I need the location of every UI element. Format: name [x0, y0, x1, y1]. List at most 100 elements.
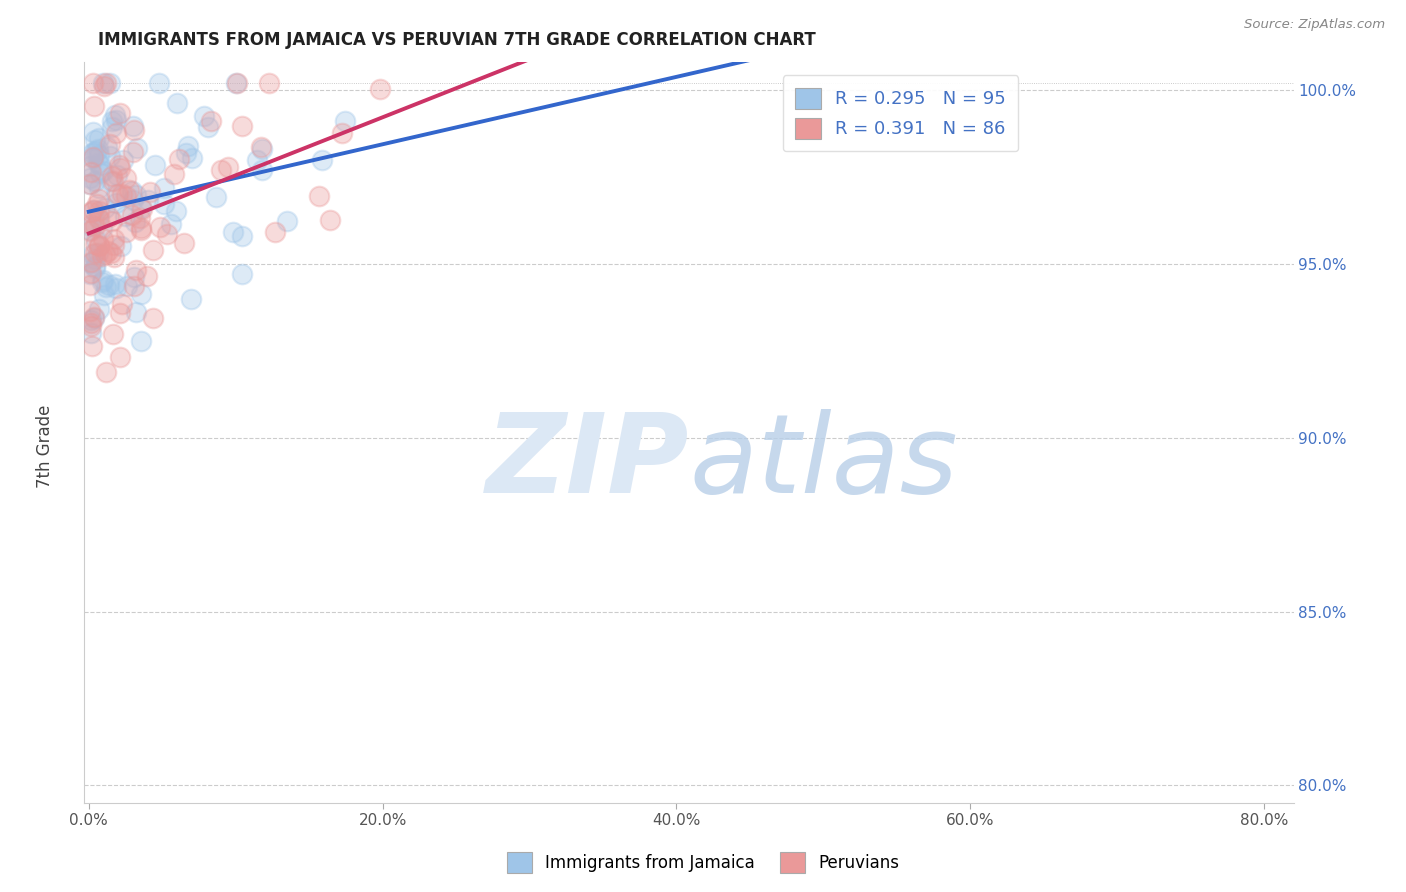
Point	[79, 277, 101, 292]
Point	[89, 131, 111, 145]
Point	[276, 213, 298, 227]
Point	[104, 281, 127, 295]
Legend: Immigrants from Jamaica, Peruvians: Immigrants from Jamaica, Peruvians	[501, 846, 905, 880]
Point	[129, 221, 152, 235]
Point	[91, 76, 114, 90]
Point	[79, 304, 101, 318]
Point	[87, 156, 110, 170]
Point	[143, 158, 166, 172]
Point	[222, 225, 245, 239]
Point	[117, 278, 139, 293]
Point	[100, 137, 122, 152]
Text: atlas: atlas	[689, 409, 957, 516]
Point	[177, 138, 200, 153]
Point	[86, 144, 108, 158]
Point	[91, 164, 114, 178]
Point	[93, 78, 115, 93]
Point	[311, 153, 333, 168]
Point	[197, 120, 219, 134]
Point	[82, 76, 104, 90]
Point	[118, 183, 141, 197]
Text: Source: ZipAtlas.com: Source: ZipAtlas.com	[1244, 18, 1385, 31]
Point	[87, 237, 110, 252]
Point	[82, 203, 104, 218]
Point	[84, 246, 107, 260]
Point	[83, 310, 105, 325]
Point	[231, 119, 253, 133]
Point	[96, 140, 118, 154]
Point	[104, 277, 127, 291]
Point	[79, 178, 101, 192]
Text: 7th Grade: 7th Grade	[37, 404, 53, 488]
Point	[90, 221, 112, 235]
Point	[121, 145, 143, 160]
Point	[142, 310, 165, 325]
Point	[91, 275, 114, 289]
Point	[98, 149, 121, 163]
Point	[111, 186, 134, 201]
Point	[80, 217, 103, 231]
Point	[104, 196, 127, 211]
Point	[173, 235, 195, 250]
Point	[84, 259, 107, 273]
Point	[101, 169, 124, 184]
Point	[129, 223, 152, 237]
Point	[166, 95, 188, 110]
Point	[80, 146, 103, 161]
Point	[111, 296, 134, 310]
Point	[165, 203, 187, 218]
Point	[87, 246, 110, 260]
Point	[107, 186, 129, 201]
Point	[122, 279, 145, 293]
Point	[136, 268, 159, 283]
Point	[124, 215, 146, 229]
Point	[205, 190, 228, 204]
Point	[121, 209, 143, 223]
Point	[80, 219, 103, 233]
Point	[104, 108, 127, 122]
Point	[83, 132, 105, 146]
Point	[87, 192, 110, 206]
Point	[93, 246, 115, 260]
Point	[87, 181, 110, 195]
Point	[94, 280, 117, 294]
Point	[156, 227, 179, 242]
Point	[89, 157, 111, 171]
Point	[139, 185, 162, 199]
Point	[180, 292, 202, 306]
Point	[180, 152, 202, 166]
Point	[250, 142, 273, 156]
Point	[319, 213, 342, 227]
Point	[127, 141, 149, 155]
Point	[80, 316, 103, 330]
Point	[80, 255, 103, 269]
Point	[129, 201, 152, 215]
Point	[83, 260, 105, 275]
Point	[259, 76, 281, 90]
Point	[115, 225, 138, 239]
Point	[79, 268, 101, 282]
Text: ZIP: ZIP	[485, 409, 689, 516]
Point	[129, 334, 152, 348]
Point	[100, 174, 122, 188]
Point	[330, 126, 353, 140]
Point	[131, 202, 153, 216]
Point	[136, 193, 159, 207]
Point	[101, 327, 124, 342]
Point	[94, 76, 117, 90]
Point	[110, 350, 132, 364]
Point	[121, 194, 143, 208]
Point	[97, 210, 120, 224]
Point	[100, 113, 122, 128]
Point	[94, 201, 117, 215]
Point	[83, 99, 105, 113]
Point	[97, 244, 120, 258]
Point	[79, 204, 101, 219]
Point	[91, 232, 114, 246]
Point	[79, 312, 101, 326]
Point	[79, 224, 101, 238]
Point	[111, 153, 134, 168]
Point	[87, 147, 110, 161]
Point	[103, 174, 125, 188]
Point	[90, 249, 112, 263]
